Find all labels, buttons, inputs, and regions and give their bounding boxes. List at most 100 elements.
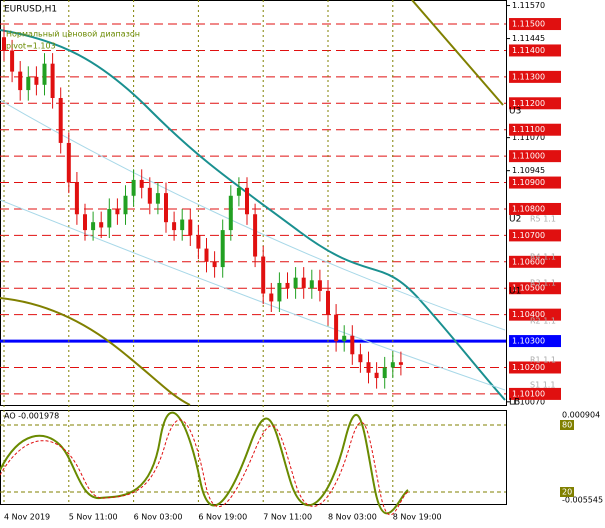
candle-body [139,179,144,188]
candle-body [374,372,379,379]
candle-body [326,290,330,315]
candle-body [269,293,274,302]
indicator-axis-label: -0.005545 [562,496,603,505]
y-tick-label: 1.10070 [512,397,545,406]
level-label: 1.11300 [512,72,545,81]
candle-body [398,362,403,365]
candle-body [261,256,266,294]
candle-body [301,277,306,289]
candle-body [99,222,104,228]
level-label: 1.11100 [512,125,545,134]
level-box [509,387,561,400]
candle-body [285,282,290,289]
candle-body [245,187,249,215]
candle-body [42,63,47,85]
channel-line [0,99,506,331]
band-label: U2 [509,215,521,225]
y-tick-label: 1.10945 [512,166,545,175]
level-box [509,97,561,110]
level-box [509,150,561,163]
level-label: 1.10400 [512,310,545,319]
candle-body [228,195,233,231]
candle-body [2,37,6,51]
band-label: LB [509,398,520,408]
stoch-main [0,411,409,515]
candle-body [58,98,63,143]
symbol-title: EURUSD,H1 [4,5,57,15]
candle-body [366,362,371,373]
level-box [509,282,561,295]
band-label: U3 [509,107,521,117]
x-tick-label: 8 Nov 19:00 [393,513,442,522]
level-box [560,420,574,430]
level-label: 1.11500 [512,20,545,29]
x-tick-label: 6 Nov 03:00 [134,513,183,522]
candle-body [172,222,177,231]
band-label: U1 [509,287,521,297]
pivot-label: R2 1.1 [530,317,556,326]
candle-body [131,179,136,196]
level-box [509,202,561,215]
candle-body [188,219,193,236]
level-label: 1.10500 [512,284,545,293]
indicator-level: 80 [562,421,572,430]
candle-body [317,280,322,291]
pivot-label: R1 1.1 [530,356,556,365]
candle-body [123,195,128,215]
candle-body [390,362,395,368]
level-label: 1.11000 [512,152,545,161]
pivot-label: R3 1.1 [530,279,556,288]
candle-body [91,222,96,231]
level-label: 1.11400 [512,46,545,55]
pivot-box [509,335,561,348]
level-box [509,308,561,321]
x-tick-label: 5 Nov 11:00 [69,513,118,522]
candle-body [155,193,160,204]
candle-body [358,354,363,363]
candle-body [180,219,185,231]
x-tick-label: 7 Nov 11:00 [263,513,312,522]
x-tick-label: 6 Nov 19:00 [198,513,247,522]
y-tick-label: 1.11070 [512,133,545,142]
candle-body [293,277,298,289]
candle-body [34,76,39,85]
level-label: 1.10800 [512,204,545,213]
y-tick-label: 1.11570 [512,1,545,10]
x-tick-label: 8 Nov 03:00 [328,513,377,522]
level-label: 1.10100 [512,389,545,398]
candle-body [253,214,258,257]
level-label: 1.10600 [512,257,545,266]
candle-body [334,314,339,342]
level-box [509,44,561,57]
annotation: Нормальный ценовой диапазон [6,30,140,39]
candle-body [350,335,355,355]
moving-average [0,29,506,401]
candle-body [164,193,168,223]
level-label: 1.10700 [512,231,545,240]
candle-body [196,235,201,249]
trend-line [411,0,504,106]
candle-body [107,208,112,228]
pivot-label: R5 1.1 [530,215,556,224]
candle-body [309,280,314,289]
candle-body [342,335,347,342]
level-box [509,255,561,268]
level-box [560,487,574,497]
indicator-title: AO -0.001978 [4,412,59,421]
y-tick-label: 1.11445 [512,34,545,43]
candle-body [50,63,55,99]
candle-body [83,214,87,231]
candle-body [204,248,209,262]
level-label: 1.10900 [512,178,545,187]
candle-body [147,187,152,204]
annotation: pivot=1.103 [6,42,56,51]
level-box [509,70,561,83]
candle-body [26,76,31,91]
level-label: 1.10200 [512,363,545,372]
candle-body [10,50,15,72]
stoch-signal [0,419,409,516]
level-box [509,176,561,189]
candle-body [115,208,120,215]
